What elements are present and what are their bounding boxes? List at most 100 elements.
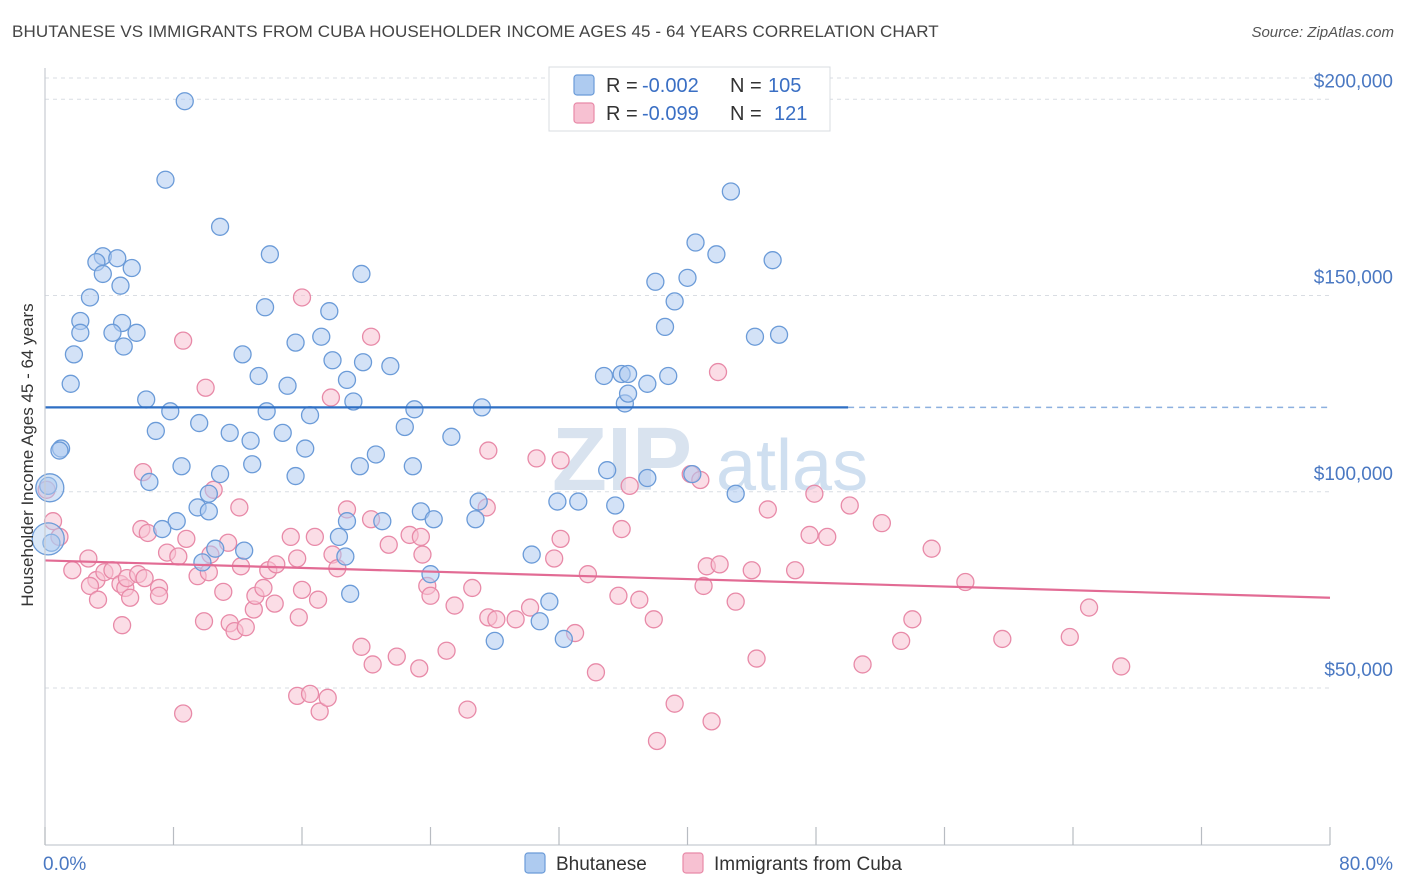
bhutanese-point <box>350 457 369 476</box>
cuba-point <box>586 663 606 682</box>
cuba-point <box>872 514 892 533</box>
cuba-point <box>1060 627 1079 647</box>
cuba-point <box>413 545 432 564</box>
bhutanese-point <box>296 439 315 458</box>
cuba-point <box>644 610 663 629</box>
bhutanese-point <box>241 431 260 450</box>
cuba-point <box>726 592 745 611</box>
cuba-point <box>120 588 140 607</box>
cuba-point <box>891 631 911 651</box>
bhutanese-point <box>405 400 424 419</box>
bhutanese-point <box>353 353 373 372</box>
bhutanese-point <box>686 233 705 252</box>
cuba-point <box>411 527 431 547</box>
bhutanese-point <box>341 584 360 603</box>
cuba-point <box>710 555 729 574</box>
cuba-point <box>578 565 598 584</box>
legend-n-label: N = <box>730 75 762 97</box>
legend-label-bhutanese: Bhutanese <box>556 854 647 875</box>
cuba-point <box>321 388 341 407</box>
bhutanese-point <box>606 496 625 515</box>
bhutanese-point <box>249 366 268 386</box>
legend-n-value: 121 <box>774 103 807 125</box>
legend-n-value: 105 <box>768 75 801 97</box>
bhutanese-point <box>424 510 443 529</box>
cuba-point <box>149 586 169 605</box>
bhutanese-point <box>344 392 363 411</box>
cuba-point <box>758 500 777 519</box>
y-tick-label: $100,000 <box>1314 464 1393 485</box>
axes-layer: $50,000 $100,000 $150,000 $200,000 0.0% 80.0% <box>43 68 1393 875</box>
cuba-point <box>410 659 429 678</box>
cuba-point <box>800 525 819 545</box>
bhutanese-point <box>278 376 297 395</box>
bhutanese-point <box>199 502 218 521</box>
bhutanese-point <box>548 492 567 511</box>
bhutanese-point <box>161 402 180 421</box>
bhutanese-point <box>243 455 262 474</box>
bhutanese-point <box>485 631 504 651</box>
bhutanese-point <box>618 364 638 384</box>
bhutanese-point <box>260 245 280 264</box>
bhutanese-point <box>233 345 252 364</box>
cuba-point <box>665 694 684 713</box>
cuba-point <box>169 547 188 566</box>
x-tick-label: 80.0% <box>1339 854 1393 875</box>
cuba-point <box>310 702 329 721</box>
bhutanese-point <box>594 366 614 386</box>
cuba-point <box>445 596 464 615</box>
bhutanese-point <box>352 264 371 284</box>
bhutanese-point <box>286 466 305 486</box>
bhutanese-point <box>638 468 657 488</box>
bhutanese-point <box>638 374 657 393</box>
bhutanese-point <box>190 413 209 433</box>
bhutanese-point <box>421 565 440 584</box>
cuba-point <box>458 700 477 719</box>
bhutanese-point <box>366 445 386 464</box>
cuba-point <box>612 519 631 539</box>
cuba-point <box>254 578 273 598</box>
cuba-point <box>288 549 307 568</box>
bhutanese-point <box>42 533 61 552</box>
cuba-point <box>289 608 308 627</box>
bhutanese-point <box>140 472 159 492</box>
bhutanese-point <box>569 492 588 511</box>
bhutanese-point <box>220 423 239 443</box>
bhutanese-point <box>61 374 80 393</box>
cuba-point <box>630 590 649 609</box>
bhutanese-point <box>329 527 349 547</box>
cuba-point <box>379 535 398 554</box>
cuba-point <box>805 484 824 503</box>
bhutanese-point <box>103 323 122 342</box>
cuba-point <box>267 555 286 574</box>
bhutanese-point <box>255 298 275 317</box>
cuba-point <box>708 362 728 382</box>
bhutanese-point <box>373 512 392 531</box>
cuba-point <box>742 561 761 580</box>
bhutanese-point <box>153 519 172 539</box>
cuba-point <box>173 331 193 350</box>
cuba-point <box>308 590 328 609</box>
cuba-point <box>177 529 196 548</box>
bhutanese-point <box>206 539 225 558</box>
bhutanese-point <box>745 327 765 346</box>
bhutanese-point <box>618 384 638 403</box>
bhutanese-point <box>114 337 133 356</box>
legend-box <box>548 66 831 132</box>
bhutanese-point <box>146 421 165 441</box>
cuba-point <box>853 655 872 674</box>
legend-r-value: -0.099 <box>642 103 699 125</box>
cuba-point <box>361 327 381 346</box>
legend-label-cuba: Immigrants from Cuba <box>714 854 902 875</box>
bhutanese-point <box>769 325 789 344</box>
bhutanese-point <box>598 461 617 480</box>
bhutanese-point <box>80 288 100 307</box>
cuba-point <box>194 612 214 631</box>
cuba-point <box>135 568 154 588</box>
cuba-point <box>1112 657 1131 676</box>
cuba-point <box>437 641 456 660</box>
legend-r-label: R = <box>606 103 638 125</box>
cuba-point <box>421 586 440 605</box>
cuba-point <box>527 449 546 468</box>
cuba-point <box>80 576 100 596</box>
